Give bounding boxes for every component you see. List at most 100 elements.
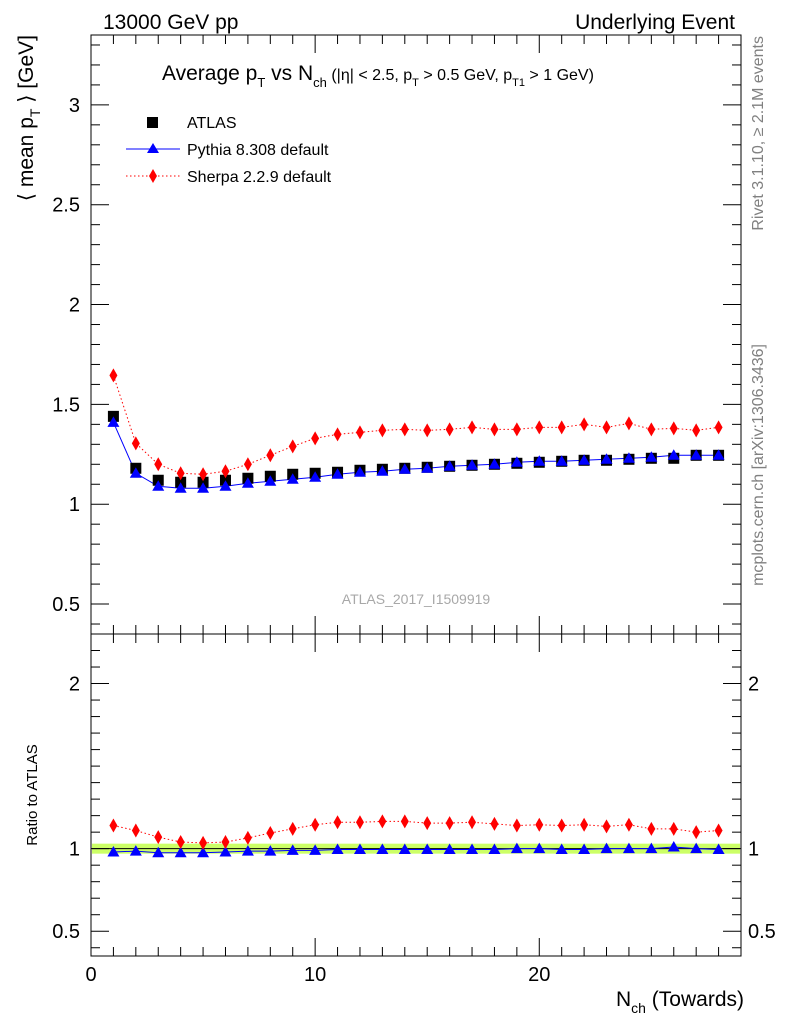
- sherpa-point: [490, 422, 499, 437]
- main-y-axis-title: ⟨ mean pT ⟩ [GeV]: [15, 35, 43, 201]
- sherpa-point: [176, 466, 185, 481]
- sherpa-point: [243, 457, 252, 472]
- plot-title: Average pT vs Nch (|η| < 2.5, pT > 0.5 G…: [162, 62, 594, 90]
- sherpa-point: [266, 448, 275, 463]
- legend-pythia-marker: [147, 143, 159, 153]
- pythia-point: [667, 841, 680, 852]
- pythia-point: [533, 842, 546, 854]
- pythia-point: [331, 468, 344, 479]
- pythia-point: [690, 842, 703, 854]
- ratio-y-tick-label: 1: [69, 839, 80, 861]
- sherpa-point: [199, 467, 208, 482]
- pythia-point: [555, 843, 568, 854]
- sherpa-point: [490, 816, 499, 831]
- main-y-tick-label: 0.5: [52, 594, 80, 616]
- pythia-line: [113, 846, 719, 854]
- pythia-point: [152, 846, 165, 858]
- ratio-y-tick-label-right: 1: [748, 839, 759, 861]
- pythia-point: [712, 843, 725, 854]
- sherpa-point: [333, 427, 342, 442]
- sherpa-point: [580, 417, 589, 432]
- pythia-point: [398, 843, 411, 854]
- pythia-point: [219, 480, 232, 491]
- sherpa-point: [580, 817, 589, 832]
- legend-sherpa-marker: [149, 169, 157, 183]
- header-left-label: 13000 GeV pp: [103, 11, 238, 34]
- legend-atlas-marker: [147, 117, 158, 128]
- x-tick-label: 20: [528, 964, 550, 986]
- sherpa-point: [176, 835, 185, 850]
- pythia-point: [443, 843, 456, 854]
- main-y-tick-label: 2.5: [52, 195, 80, 217]
- pythia-point: [219, 845, 232, 857]
- main-y-tick-label: 1.5: [52, 394, 80, 416]
- sherpa-point: [445, 422, 454, 437]
- sherpa-point: [355, 425, 364, 440]
- sherpa-point: [288, 821, 297, 836]
- main-y-tick-label: 3: [69, 95, 80, 117]
- pythia-point: [353, 843, 366, 854]
- sherpa-line: [113, 820, 719, 844]
- sherpa-point: [692, 423, 701, 438]
- pythia-point: [197, 482, 210, 493]
- legend-pythia-label: Pythia 8.308 default: [187, 142, 329, 159]
- pythia-point: [174, 482, 187, 493]
- sherpa-point: [221, 835, 230, 850]
- pythia-point: [466, 459, 479, 470]
- pythia-point: [645, 451, 658, 462]
- pythia-point: [421, 462, 434, 473]
- pythia-point: [286, 473, 299, 484]
- pythia-point: [129, 467, 142, 478]
- pythia-point: [443, 460, 456, 471]
- sherpa-point: [333, 815, 342, 830]
- sherpa-point: [221, 464, 230, 479]
- pythia-point: [241, 845, 254, 856]
- main-axis-ticks: 0.5 1 1.5 2 2.5 3: [52, 35, 742, 634]
- sherpa-point: [468, 420, 477, 435]
- rivet-version-label: Rivet 3.1.10, ≥ 2.1M events: [750, 36, 767, 231]
- sherpa-point: [714, 823, 723, 838]
- sherpa-point: [378, 814, 387, 829]
- pythia-point: [129, 845, 142, 856]
- pythia-point: [578, 454, 591, 465]
- sherpa-point: [624, 817, 633, 832]
- pythia-point: [376, 465, 389, 476]
- sherpa-point: [512, 818, 521, 833]
- pythia-point: [533, 455, 546, 466]
- sherpa-point: [199, 835, 208, 850]
- sherpa-point: [647, 821, 656, 836]
- pythia-point: [197, 846, 210, 858]
- sherpa-point: [669, 821, 678, 836]
- sherpa-point: [535, 420, 544, 435]
- ratio-y-axis-title: Ratio to ATLAS: [24, 744, 41, 845]
- pythia-line: [112, 422, 719, 489]
- ratio-data-layer: [107, 814, 725, 858]
- main-data-layer: [107, 368, 725, 493]
- legend-atlas-label: ATLAS: [187, 115, 237, 132]
- ratio-y-tick-label: 0.5: [52, 921, 80, 943]
- pythia-point: [578, 843, 591, 854]
- sherpa-point: [131, 823, 140, 838]
- pythia-point: [174, 846, 187, 858]
- sherpa-point: [669, 421, 678, 436]
- sherpa-point: [557, 420, 566, 435]
- sherpa-point: [692, 825, 701, 840]
- ratio-y-tick-label-right: 0.5: [748, 921, 776, 943]
- pythia-point: [466, 843, 479, 854]
- pythia-point: [622, 842, 635, 854]
- pythia-point: [331, 843, 344, 854]
- pythia-point: [353, 466, 366, 477]
- x-tick-label: 10: [304, 964, 326, 986]
- sherpa-point: [154, 457, 163, 472]
- pythia-point: [690, 449, 703, 460]
- pythia-point: [667, 449, 680, 460]
- pythia-point: [107, 416, 120, 427]
- sherpa-point: [109, 818, 118, 833]
- pythia-point: [622, 452, 635, 463]
- ratio-y-tick-label: 2: [69, 674, 80, 696]
- pythia-point: [712, 449, 725, 460]
- sherpa-point: [557, 818, 566, 833]
- pythia-point: [555, 455, 568, 466]
- sherpa-point: [714, 420, 723, 435]
